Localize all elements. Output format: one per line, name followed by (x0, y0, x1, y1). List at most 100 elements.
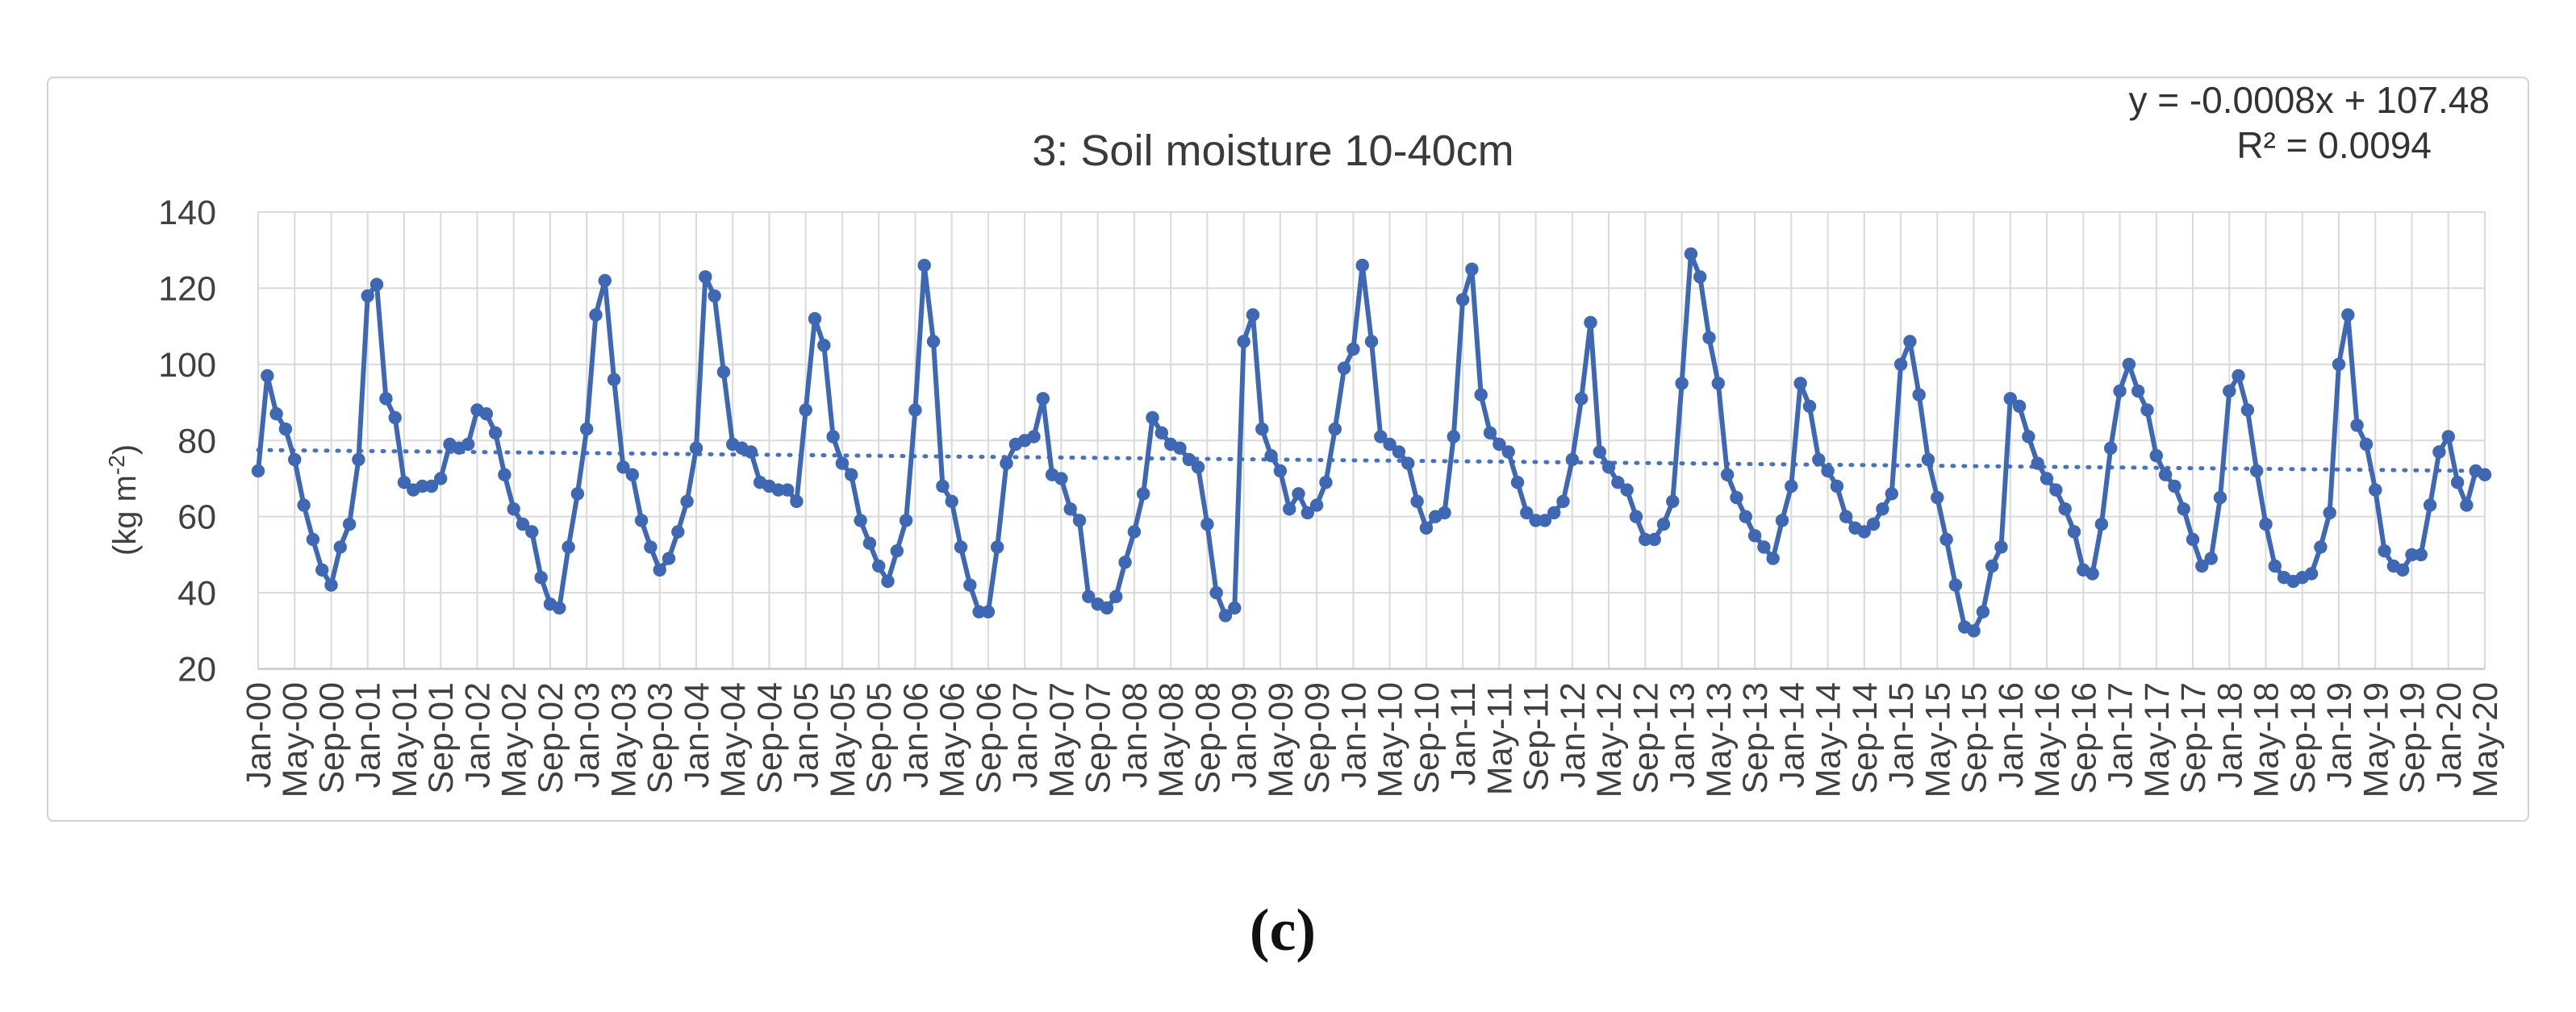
data-point-marker (945, 494, 958, 508)
data-point-marker (799, 403, 812, 417)
data-point-marker (534, 571, 548, 585)
x-tick-label: May-00 (276, 682, 315, 798)
data-point-marker (890, 544, 904, 558)
x-tick-label: Sep-14 (1846, 682, 1885, 794)
data-point-marker (2405, 548, 2419, 562)
x-tick-label: Sep-06 (970, 682, 1008, 794)
data-point-marker (1154, 426, 1169, 439)
data-point-marker (954, 540, 968, 554)
x-tick-label: Sep-09 (1298, 682, 1337, 794)
data-point-marker (963, 578, 977, 592)
data-point-marker (1921, 452, 1935, 467)
data-point-marker (1000, 456, 1013, 470)
x-tick-label: Jan-11 (1444, 682, 1483, 785)
data-point-marker (1474, 388, 1488, 402)
x-tick-label: May-08 (1152, 682, 1191, 798)
data-point-marker (936, 479, 950, 494)
data-point-marker (991, 540, 1004, 554)
data-point-marker (1629, 510, 1643, 523)
y-tick-label: 120 (158, 269, 216, 308)
data-point-marker (1620, 483, 1634, 497)
data-point-marker (1483, 426, 1497, 439)
data-point-marker (2441, 430, 2455, 444)
data-point-marker (1501, 445, 1515, 459)
data-point-marker (1611, 476, 1625, 489)
data-point-marker (434, 472, 448, 485)
data-point-marker (2350, 419, 2364, 432)
y-axis-title-main: (kg m (107, 475, 143, 556)
x-tick-label: May-12 (1590, 682, 1629, 798)
data-point-marker (2149, 448, 2163, 463)
data-point-marker (817, 339, 831, 352)
data-point-marker (2323, 506, 2336, 520)
data-point-marker (589, 308, 603, 322)
data-point-marker (1374, 430, 1388, 444)
data-point-marker (2003, 392, 2017, 406)
data-point-marker (1757, 540, 1771, 554)
data-point-marker (1893, 357, 1908, 371)
data-point-marker (699, 270, 712, 284)
data-point-marker (1237, 335, 1250, 348)
x-tick-label: Jan-10 (1334, 682, 1373, 788)
data-point-marker (1355, 258, 1369, 273)
data-point-marker (1118, 556, 1132, 569)
data-point-marker (780, 483, 795, 497)
data-point-marker (2213, 490, 2227, 505)
data-point-marker (1364, 335, 1379, 348)
data-point-marker (598, 273, 612, 288)
x-tick-label: Sep-07 (1079, 682, 1118, 794)
data-point-marker (2396, 563, 2410, 577)
data-point-marker (1027, 430, 1041, 444)
data-point-marker (1967, 624, 1981, 638)
data-point-marker (771, 483, 785, 497)
data-point-marker (2104, 441, 2118, 455)
data-point-marker (862, 536, 877, 550)
data-point-marker (2423, 498, 2437, 512)
data-point-marker (1246, 308, 1260, 322)
x-tick-label: Jan-02 (459, 682, 498, 788)
data-point-marker (2304, 567, 2319, 581)
data-point-marker (1337, 361, 1351, 375)
data-point-marker (1072, 514, 1087, 527)
data-point-marker (716, 365, 731, 379)
y-axis-title-superscript: -2 (104, 455, 129, 475)
x-tick-label: Jan-06 (896, 682, 935, 788)
x-tick-label: Sep-08 (1188, 682, 1227, 794)
data-point-marker (1948, 578, 1963, 592)
data-point-marker (2022, 430, 2035, 444)
x-tick-label: May-04 (714, 682, 753, 798)
data-point-marker (1292, 487, 1305, 501)
x-tick-label: May-16 (2028, 682, 2067, 798)
data-point-marker (1766, 552, 1780, 565)
data-point-marker (908, 403, 922, 417)
data-point-marker (1939, 532, 1953, 547)
data-point-marker (1054, 472, 1068, 485)
data-point-marker (2195, 559, 2209, 573)
x-tick-label: Sep-13 (1736, 682, 1775, 794)
data-point-marker (744, 445, 758, 459)
data-point-marker (790, 494, 804, 508)
data-point-marker (352, 452, 365, 467)
data-point-marker (1383, 437, 1397, 452)
x-tick-label: Jan-18 (2211, 682, 2249, 788)
data-point-marker (1912, 388, 1926, 402)
data-point-marker (2314, 540, 2328, 554)
data-point-marker (2040, 472, 2054, 485)
data-point-marker (570, 487, 585, 501)
x-tick-label: Sep-04 (750, 682, 789, 794)
data-point-marker (553, 601, 566, 615)
data-point-marker (1857, 525, 1871, 539)
x-tick-label: Jan-05 (787, 682, 826, 788)
data-point-marker (835, 456, 850, 470)
x-tick-label: Jan-00 (240, 682, 278, 788)
y-axis-title-close: ) (107, 444, 143, 455)
data-point-marker (2240, 403, 2255, 417)
data-point-marker (2259, 517, 2273, 531)
x-tick-label: May-10 (1372, 682, 1410, 798)
data-point-marker (2232, 369, 2245, 383)
data-point-marker (1465, 262, 1479, 276)
data-point-marker (1976, 605, 1990, 618)
data-point-marker (2131, 384, 2145, 398)
data-point-marker (1866, 517, 1881, 531)
x-tick-label: May-14 (1810, 682, 1848, 798)
